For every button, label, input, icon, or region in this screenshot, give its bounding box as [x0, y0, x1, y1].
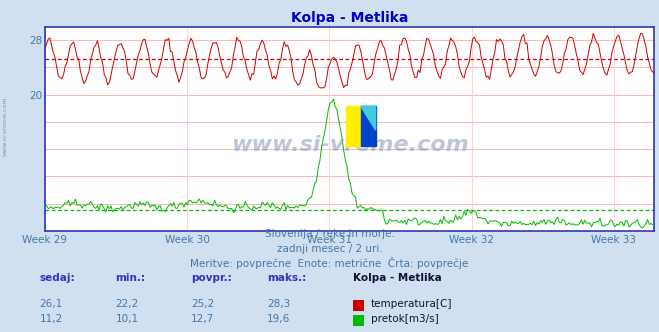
Text: 25,2: 25,2 — [191, 299, 214, 309]
Text: maks.:: maks.: — [267, 273, 306, 283]
Text: temperatura[C]: temperatura[C] — [371, 299, 453, 309]
Text: www.si-vreme.com: www.si-vreme.com — [3, 96, 8, 156]
Text: 22,2: 22,2 — [115, 299, 138, 309]
Text: Kolpa - Metlika: Kolpa - Metlika — [353, 273, 442, 283]
Text: www.si-vreme.com: www.si-vreme.com — [231, 135, 469, 155]
Text: 10,1: 10,1 — [115, 314, 138, 324]
Text: sedaj:: sedaj: — [40, 273, 75, 283]
Text: pretok[m3/s]: pretok[m3/s] — [371, 314, 439, 324]
Text: min.:: min.: — [115, 273, 146, 283]
Text: 19,6: 19,6 — [267, 314, 290, 324]
Text: 28,3: 28,3 — [267, 299, 290, 309]
Text: Slovenija / reke in morje.: Slovenija / reke in morje. — [264, 229, 395, 239]
Text: Meritve: povprečne  Enote: metrične  Črta: povprečje: Meritve: povprečne Enote: metrične Črta:… — [190, 257, 469, 269]
Title: Kolpa - Metlika: Kolpa - Metlika — [291, 11, 409, 25]
Text: povpr.:: povpr.: — [191, 273, 232, 283]
Text: 11,2: 11,2 — [40, 314, 63, 324]
Text: 12,7: 12,7 — [191, 314, 214, 324]
Text: zadnji mesec / 2 uri.: zadnji mesec / 2 uri. — [277, 244, 382, 254]
Text: 26,1: 26,1 — [40, 299, 63, 309]
